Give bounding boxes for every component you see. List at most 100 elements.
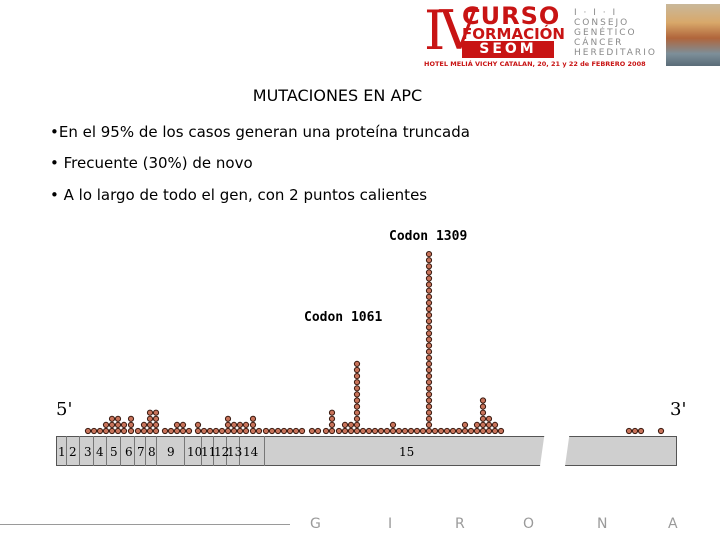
mutation-dot <box>280 427 288 435</box>
exon-divider <box>93 436 94 466</box>
mutation-dot <box>114 427 122 435</box>
mutation-dot <box>242 421 250 428</box>
mutation-dot <box>206 427 214 435</box>
mutation-dot <box>479 403 487 410</box>
mutation-dot <box>298 427 306 435</box>
mutation-dot <box>194 427 202 435</box>
exon-number: 4 <box>96 445 104 459</box>
mutation-dot <box>401 427 409 435</box>
mutation-dot <box>249 421 257 428</box>
footer-rule <box>0 524 290 525</box>
logo-seom: SEOM <box>462 41 554 58</box>
exon-number: 14 <box>243 445 259 459</box>
mutation-dot <box>249 415 257 422</box>
mutation-dot <box>425 391 433 398</box>
mutation-dot <box>395 427 403 435</box>
exon-divider <box>66 436 67 466</box>
footer-letter: I <box>388 516 393 532</box>
mutation-dot <box>425 318 433 325</box>
mutation-dot <box>425 330 433 337</box>
logo-formacion: FORMACIÓN <box>462 25 565 43</box>
mutation-dot <box>425 287 433 294</box>
mutation-dot <box>479 427 487 435</box>
mutation-dot <box>425 324 433 331</box>
mutation-dot <box>353 403 361 410</box>
mutation-dot <box>425 281 433 288</box>
exon-number: 2 <box>69 445 77 459</box>
mutation-dot <box>84 427 92 435</box>
footer-letter: A <box>668 516 678 532</box>
exon-number: 7 <box>137 445 145 459</box>
mutation-dot <box>425 257 433 264</box>
mutation-dot <box>161 427 169 435</box>
mutation-dot <box>425 312 433 319</box>
mutation-dot <box>425 354 433 361</box>
mutation-dot <box>637 427 645 435</box>
mutation-dot <box>102 421 110 428</box>
mutation-dot <box>173 427 181 435</box>
exon-divider <box>120 436 121 466</box>
consejo-line: CÁNCER <box>574 38 624 48</box>
mutation-dot <box>425 397 433 404</box>
mutation-dot <box>185 427 193 435</box>
logo-hotel-line: HOTEL MELIÁ VICHY CATALAN, 20, 21 y 22 d… <box>424 60 646 68</box>
mutation-dot <box>353 360 361 367</box>
mutation-dot <box>383 427 391 435</box>
mutation-dot <box>152 427 160 435</box>
mutation-dot <box>127 421 135 428</box>
mutation-dot <box>485 415 493 422</box>
exon-divider <box>106 436 107 466</box>
five-prime-label: 5' <box>56 399 73 420</box>
mutation-dot <box>347 427 355 435</box>
mutation-dot <box>353 427 361 435</box>
footer-letter: O <box>523 516 535 532</box>
mutation-dot <box>359 427 367 435</box>
mutation-dot <box>335 427 343 435</box>
mutation-dot <box>425 360 433 367</box>
mutation-dot <box>102 427 110 435</box>
mutation-dot <box>108 427 116 435</box>
mutation-dot <box>425 275 433 282</box>
mutation-dot <box>108 415 116 422</box>
mutation-dot <box>491 427 499 435</box>
mutation-dot <box>479 397 487 404</box>
logo-curso: CURSO <box>462 2 561 30</box>
exon-number: 6 <box>125 445 133 459</box>
mutation-dot <box>328 409 336 416</box>
mutation-dot <box>413 427 421 435</box>
mutation-dot <box>431 427 439 435</box>
mutation-dot <box>230 421 238 428</box>
mutation-dot <box>473 427 481 435</box>
mutation-dot <box>255 427 263 435</box>
mutation-dot <box>146 421 154 428</box>
exon-number: 3 <box>84 445 92 459</box>
mutation-dot <box>322 427 330 435</box>
exon-number: 10 <box>187 445 203 459</box>
mutation-dot <box>236 421 244 428</box>
mutation-dot <box>120 421 128 428</box>
girona-photo <box>666 4 720 66</box>
mutation-dot <box>625 427 633 435</box>
mutation-dot <box>224 427 232 435</box>
mutation-dot <box>425 385 433 392</box>
exon-number: 1 <box>58 445 66 459</box>
mutation-dot <box>353 379 361 386</box>
mutation-dot <box>230 427 238 435</box>
mutation-dot <box>467 427 475 435</box>
exon-number: 8 <box>148 445 156 459</box>
mutation-dot <box>461 427 469 435</box>
mutation-dot <box>389 427 397 435</box>
mutation-dot <box>224 415 232 422</box>
mutation-dot <box>262 427 270 435</box>
bullet-3: • A lo largo de todo el gen, con 2 punto… <box>50 186 428 204</box>
mutation-dot <box>497 427 505 435</box>
exon-number: 5 <box>110 445 118 459</box>
mutation-dot <box>353 415 361 422</box>
mutation-dot <box>212 427 220 435</box>
mutation-dot <box>146 409 154 416</box>
mutation-dot <box>179 421 187 428</box>
slide-title-text: MUTACIONES EN APC <box>252 86 423 105</box>
footer-letter: G <box>310 516 321 532</box>
mutation-dot <box>90 427 98 435</box>
